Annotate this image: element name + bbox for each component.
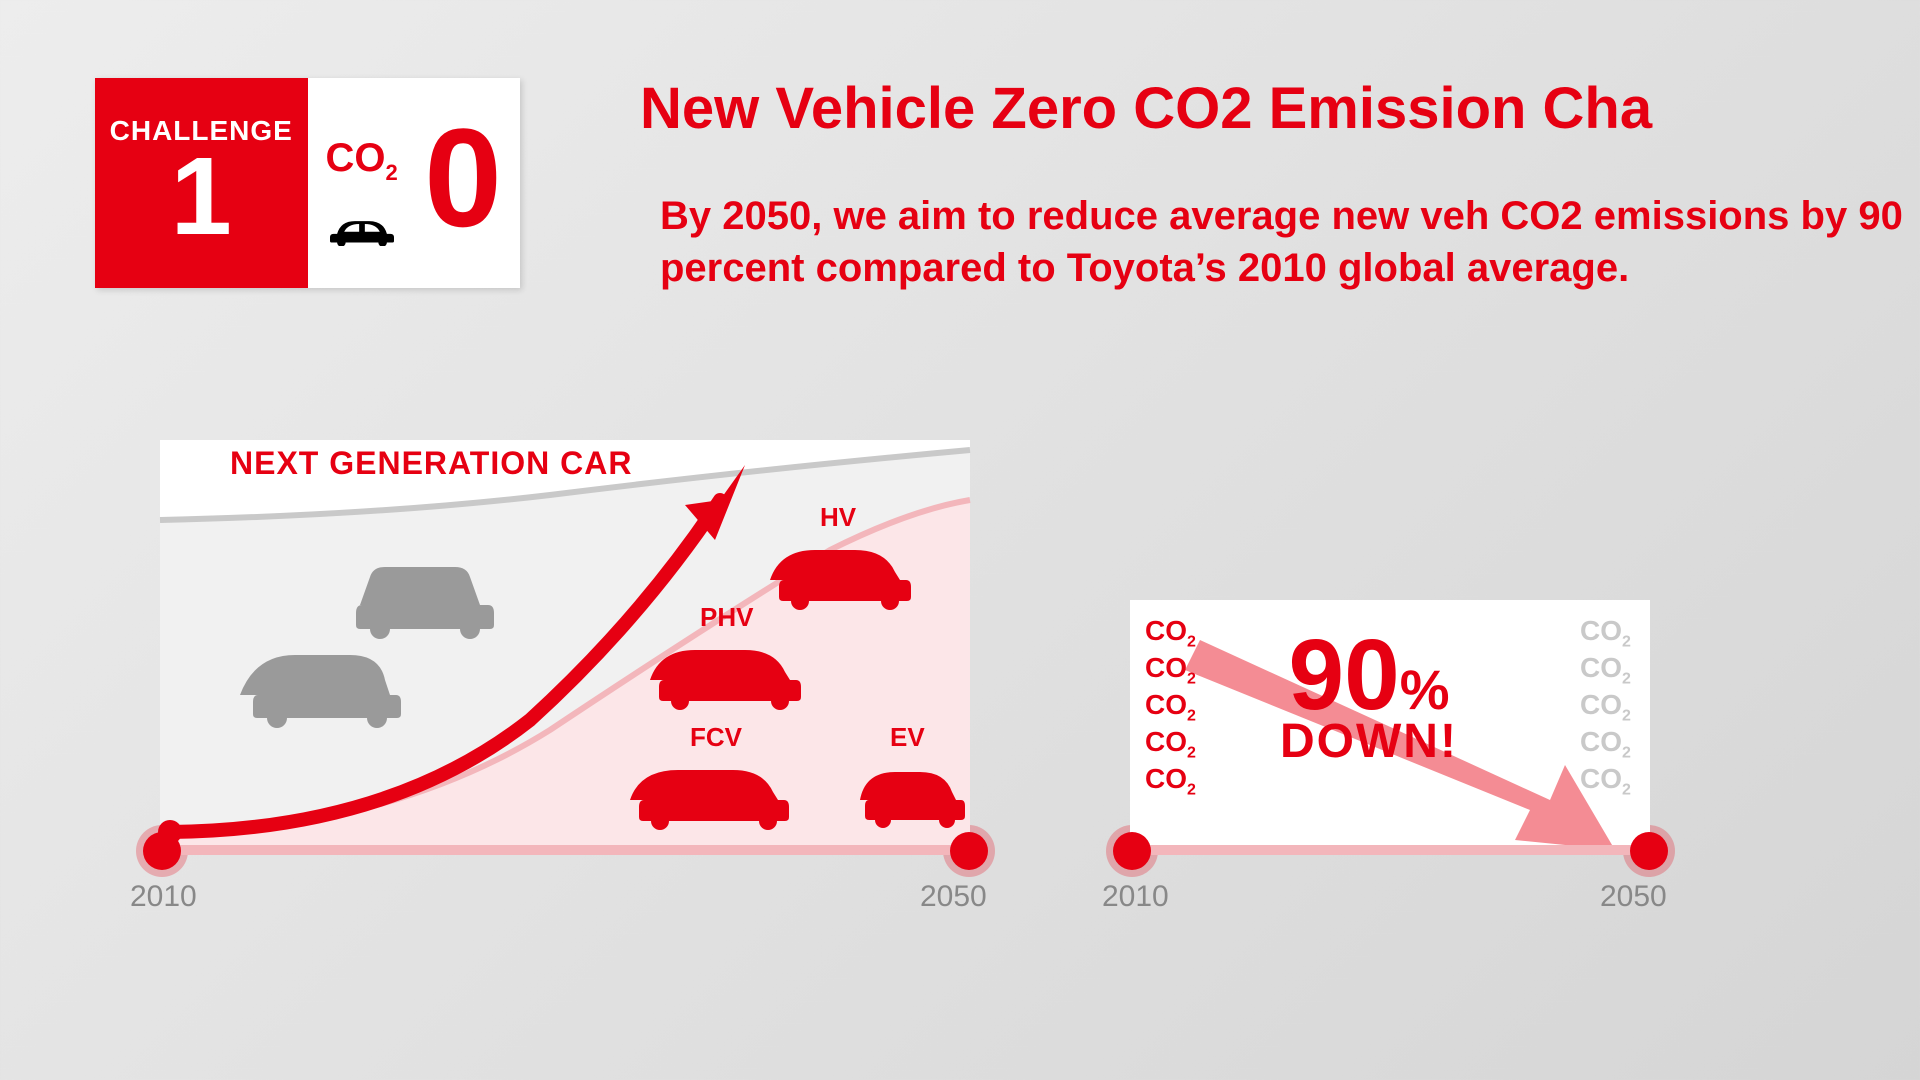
- challenge-badge: CHALLENGE 1 CO2 0: [95, 78, 520, 288]
- nextgen-chart: NEXT GENERATION CAR HV PHV FCV EV 2010 2…: [130, 440, 1000, 920]
- ninety-percent-down: 90% DOWN!: [1280, 630, 1458, 763]
- badge-number: 1: [171, 142, 232, 252]
- car-icon: [326, 214, 398, 246]
- axis-label-right-end: 2050: [1600, 880, 1667, 914]
- axis-dot-left-end: [950, 832, 988, 870]
- car-label-fcv: FCV: [690, 722, 742, 753]
- axis-dot-left-start: [143, 832, 181, 870]
- page-subhead: By 2050, we aim to reduce average new ve…: [660, 190, 1920, 294]
- reduction-chart: CO2CO2CO2CO2CO2 CO2CO2CO2CO2CO2 90% DOWN…: [1110, 600, 1670, 920]
- nextgen-chart-svg: [130, 440, 1000, 880]
- axis-label-left-start: 2010: [130, 880, 197, 914]
- page-headline: New Vehicle Zero CO2 Emission Cha: [640, 75, 1652, 142]
- axis-dot-right-end: [1630, 832, 1668, 870]
- car-label-hv: HV: [820, 502, 856, 533]
- co2-stack-left: CO2CO2CO2CO2CO2: [1145, 615, 1196, 800]
- ninety-pct-sym: %: [1400, 658, 1450, 721]
- car-label-phv: PHV: [700, 602, 753, 633]
- badge-left-panel: CHALLENGE 1: [95, 78, 308, 288]
- axis-dot-right-start: [1113, 832, 1151, 870]
- axis-label-left-end: 2050: [920, 880, 987, 914]
- nextgen-title: NEXT GENERATION CAR: [230, 445, 632, 482]
- badge-co2-label: CO2: [326, 136, 398, 186]
- car-label-ev: EV: [890, 722, 925, 753]
- badge-zero: 0: [424, 108, 502, 248]
- gray-car-minivan-icon: [240, 655, 401, 728]
- axis-label-right-start: 2010: [1102, 880, 1169, 914]
- ninety-down-word: DOWN!: [1280, 720, 1458, 763]
- co2-stack-right: CO2CO2CO2CO2CO2: [1580, 615, 1631, 800]
- badge-right-panel: CO2 0: [308, 78, 521, 288]
